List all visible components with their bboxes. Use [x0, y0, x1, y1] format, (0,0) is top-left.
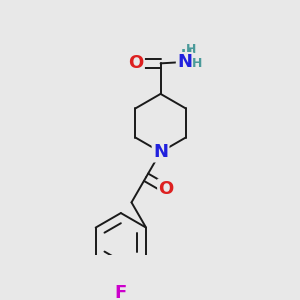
- Text: H: H: [186, 43, 196, 56]
- Text: F: F: [115, 284, 127, 300]
- Text: N: N: [177, 53, 192, 71]
- Text: O: O: [128, 54, 143, 72]
- Text: N: N: [153, 143, 168, 161]
- Text: O: O: [159, 180, 174, 198]
- Text: H: H: [192, 57, 202, 70]
- Text: N: N: [178, 54, 193, 72]
- Text: H: H: [181, 48, 192, 62]
